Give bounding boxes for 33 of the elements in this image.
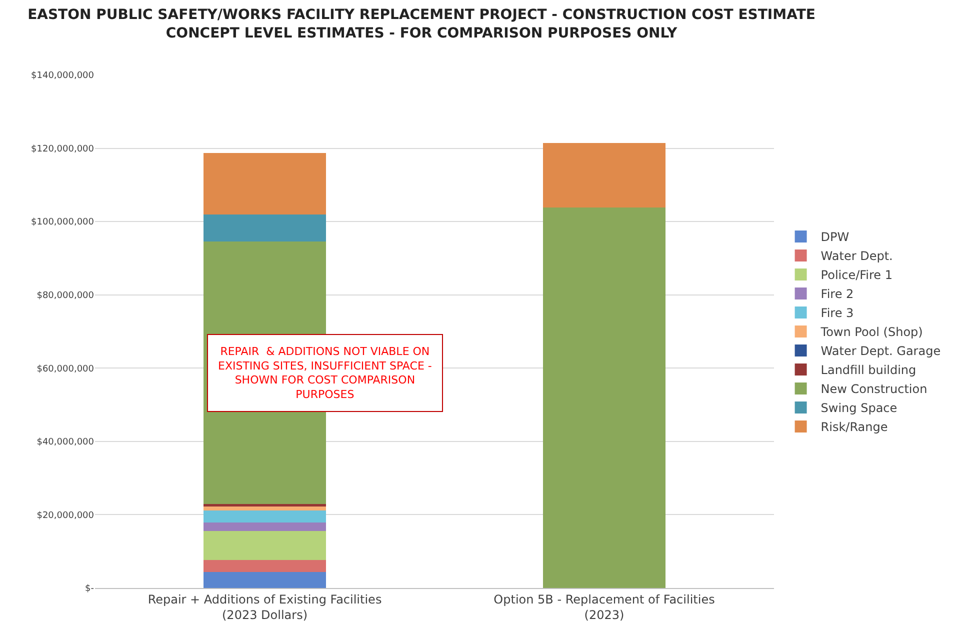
- legend-label: DPW: [820, 230, 850, 244]
- bar: [204, 530, 326, 560]
- y-tick-label: $100,000,000: [31, 218, 94, 228]
- legend-label: Water Dept. Garage: [820, 344, 941, 358]
- legend-label: Fire 3: [820, 306, 854, 320]
- y-tick-label: $60,000,000: [36, 364, 94, 374]
- y-tick-label: $40,000,000: [36, 438, 94, 448]
- y-tick-label: $-: [85, 584, 94, 594]
- legend-label: Water Dept.: [820, 249, 893, 264]
- bar: [204, 572, 326, 588]
- annotation: REPAIR & ADDITIONS NOT VIABLE ON EXISTING SITES, INSUFFICIENT SPACE - SHOWN FOR COST COMPARISON PURPOSES: [218, 345, 432, 401]
- x-tick-label: Repair + Additions of Existing Facilities (2023 Dollars): [148, 592, 382, 622]
- y-tick-label: $120,000,000: [31, 144, 94, 154]
- legend-label: Fire 2: [820, 287, 854, 302]
- y-tick-label: $140,000,000: [31, 71, 94, 82]
- legend-label: Swing Space: [820, 401, 898, 416]
- bar: [204, 510, 326, 522]
- bar: [204, 560, 326, 572]
- bar: [204, 506, 326, 511]
- bar: [204, 214, 326, 242]
- chart-title: EASTON PUBLIC SAFETY/WORKS FACILITY REPLACEMENT PROJECT - CONSTRUCTION COST ESTIMATE CONCEPT LEVEL ESTIMATES - FOR COMPARISON PURPOSES ONLY: [28, 7, 816, 42]
- legend-label: Police/Fire 1: [820, 268, 893, 282]
- legend-label: Landfill building: [820, 363, 916, 378]
- legend-label: Town Pool (Shop): [820, 325, 923, 340]
- legend-label: New Construction: [820, 382, 928, 396]
- bar: [543, 208, 666, 588]
- bar: [204, 153, 326, 215]
- bar: [543, 142, 666, 208]
- x-tick-label: Option 5B - Replacement of Facilities (2023): [494, 592, 715, 622]
- y-tick-label: $20,000,000: [36, 510, 94, 521]
- legend-label: Risk/Range: [820, 420, 888, 434]
- y-tick-label: $80,000,000: [36, 291, 94, 302]
- bar: [204, 522, 326, 531]
